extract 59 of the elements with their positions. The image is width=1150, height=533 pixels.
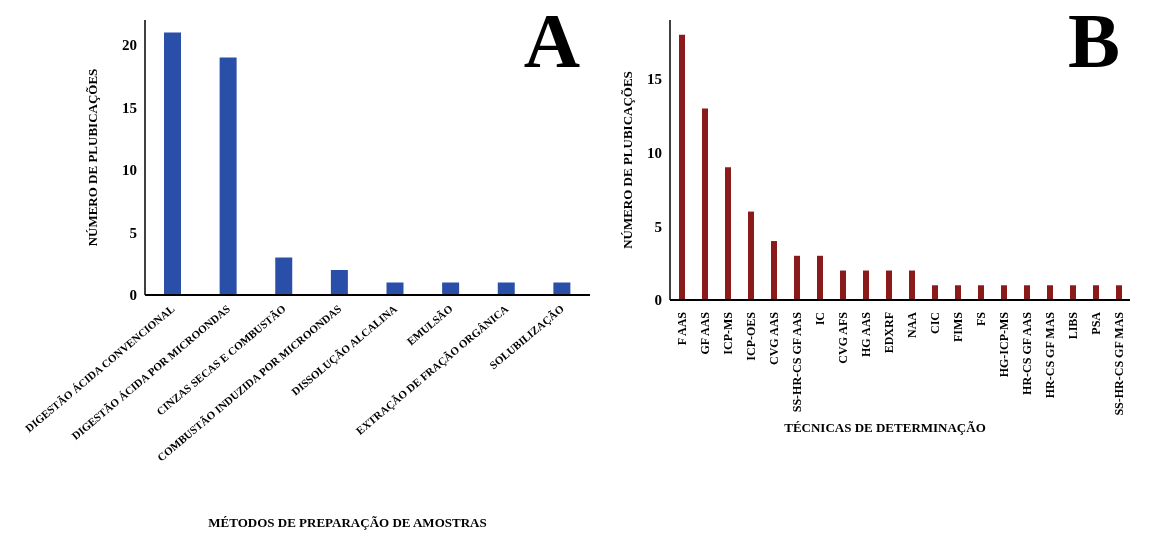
bar bbox=[817, 255, 823, 300]
x-tick-label: FS bbox=[973, 311, 988, 327]
bar bbox=[771, 241, 777, 300]
bar bbox=[978, 285, 984, 300]
bar bbox=[886, 270, 892, 300]
bar bbox=[679, 34, 685, 300]
chart-title: B bbox=[1067, 0, 1120, 84]
bar bbox=[702, 108, 708, 300]
x-tick-label: IC bbox=[812, 312, 827, 326]
x-tick-label: HG AAS bbox=[858, 311, 873, 358]
y-axis-title: NÚMERO DE PLUBICAÇÕES bbox=[84, 68, 100, 247]
bar bbox=[1047, 285, 1053, 300]
y-tick-label: 10 bbox=[647, 144, 662, 161]
y-tick-label: 15 bbox=[122, 99, 137, 116]
bar bbox=[330, 270, 348, 295]
x-tick-label: HR-CS GF AAS bbox=[1019, 311, 1034, 395]
x-tick-label: ICP-OES bbox=[743, 311, 758, 361]
x-tick-label: CVG AAS bbox=[766, 311, 781, 366]
bar bbox=[748, 211, 754, 300]
bar bbox=[164, 32, 181, 295]
bar bbox=[1093, 285, 1099, 300]
y-tick-label: 20 bbox=[122, 37, 137, 54]
bar bbox=[840, 270, 846, 300]
x-tick-label: NAA bbox=[904, 311, 919, 338]
bar bbox=[1116, 285, 1122, 300]
y-tick-label: 5 bbox=[129, 224, 137, 241]
bar bbox=[219, 57, 237, 295]
x-tick-label: PSA bbox=[1088, 311, 1103, 335]
bar bbox=[932, 285, 938, 300]
bar bbox=[955, 285, 961, 300]
x-tick-label: EDXRF bbox=[881, 312, 896, 354]
x-tick-label: CVG AFS bbox=[835, 311, 850, 364]
y-tick-label: 0 bbox=[129, 287, 137, 304]
x-axis-title: TÉCNICAS DE DETERMINAÇÃO bbox=[783, 420, 987, 436]
bar bbox=[794, 255, 800, 300]
bar bbox=[1001, 285, 1007, 300]
y-tick-label: 5 bbox=[654, 218, 662, 235]
x-tick-label: FIMS bbox=[950, 311, 965, 342]
bar bbox=[275, 257, 293, 295]
x-tick-label: CIC bbox=[927, 312, 942, 335]
bar bbox=[1024, 285, 1030, 300]
x-tick-label: ICP-MS bbox=[720, 311, 735, 355]
x-tick-label: SS-HR-CS GF MAS bbox=[1111, 311, 1126, 416]
x-tick-label: F AAS bbox=[674, 311, 689, 346]
bar bbox=[1070, 285, 1076, 300]
y-tick-label: 0 bbox=[654, 292, 662, 309]
bar bbox=[909, 270, 915, 300]
x-tick-label: SS-HR-CS GF AAS bbox=[789, 311, 804, 413]
y-tick-label: 10 bbox=[122, 162, 137, 179]
x-tick-label: GF AAS bbox=[697, 311, 712, 355]
x-tick-label: HR-CS GF MAS bbox=[1042, 311, 1057, 399]
y-axis-title: NÚMERO DE PLUBICAÇÕES bbox=[619, 71, 635, 249]
x-axis-title: MÉTODOS DE PREPARAÇÃO DE AMOSTRAS bbox=[207, 515, 488, 531]
chart-title: A bbox=[523, 0, 580, 84]
x-tick-label: LIBS bbox=[1065, 311, 1080, 340]
bar bbox=[725, 167, 731, 300]
x-tick-label: HG-ICP-MS bbox=[996, 311, 1011, 378]
y-tick-label: 15 bbox=[647, 71, 662, 88]
bar bbox=[863, 270, 869, 300]
